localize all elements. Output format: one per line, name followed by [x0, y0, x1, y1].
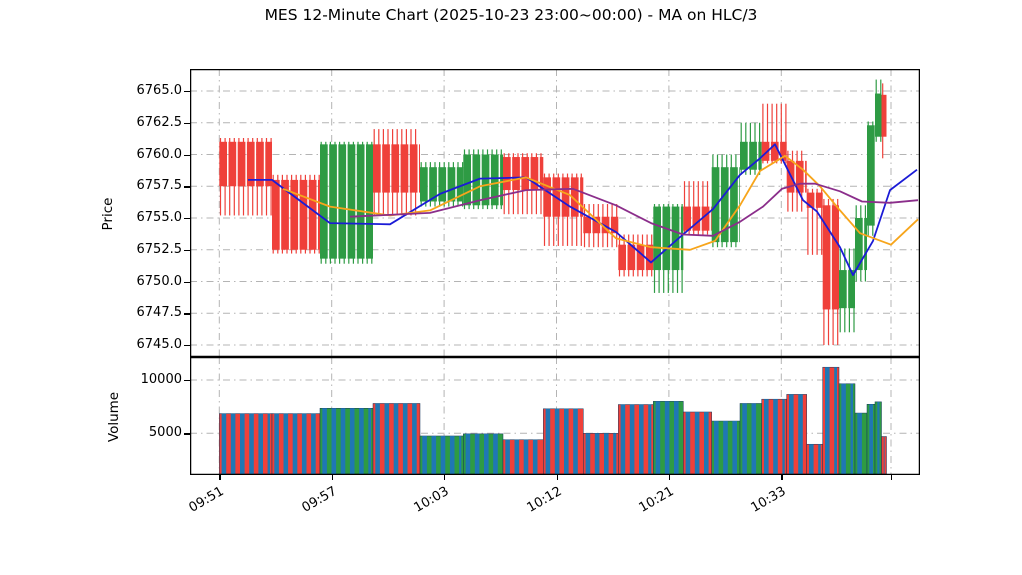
volume-bar	[854, 412, 868, 475]
candle-cluster-up	[320, 141, 373, 264]
price-panel	[190, 69, 920, 357]
price-tick-mark	[184, 91, 190, 93]
volume-bar	[711, 420, 741, 475]
price-tick-label: 6765.0	[136, 83, 183, 98]
ma-line	[248, 143, 918, 277]
candle-cluster-down	[806, 188, 823, 255]
volume-bar	[761, 398, 787, 475]
price-panel-border	[190, 69, 920, 357]
x-tick-mark	[781, 475, 783, 480]
price-axis-label: Price	[100, 197, 116, 231]
volume-bar	[583, 433, 619, 475]
volume-bar	[838, 383, 856, 475]
volume-bar	[618, 404, 654, 475]
candle-cluster-up	[420, 162, 464, 207]
price-tick-mark	[184, 218, 190, 220]
candle-cluster-down	[272, 174, 320, 254]
candle-cluster-down	[881, 83, 887, 159]
x-tick-label: 09:51	[186, 484, 227, 516]
price-tick-label: 6745.0	[136, 337, 183, 352]
x-tick-label: 10:21	[636, 484, 677, 516]
ma-line	[349, 182, 919, 237]
price-tick-mark	[184, 313, 190, 315]
ma-line	[282, 154, 919, 251]
volume-tick-label: 5000	[148, 425, 182, 441]
volume-bar	[874, 401, 882, 475]
volume-bar	[786, 394, 807, 475]
volume-bar	[372, 403, 421, 475]
volume-bar	[881, 436, 887, 475]
price-tick-label: 6760.0	[136, 146, 183, 162]
price-tick-mark	[184, 249, 190, 252]
x-tick-label: 10:03	[411, 484, 452, 516]
volume-bar	[463, 433, 504, 475]
candle-cluster-up	[855, 205, 867, 282]
price-tick-mark	[184, 186, 190, 188]
volume-tick-label: 10000	[140, 372, 182, 387]
candle-cluster-down	[683, 181, 712, 235]
x-tick-mark	[444, 475, 446, 480]
x-tick-label: 10:33	[748, 484, 789, 516]
volume-panel-border	[190, 357, 920, 475]
price-tick-label: 6755.0	[136, 210, 183, 225]
price-tick-label: 6750.0	[136, 273, 183, 289]
candle-cluster-down	[503, 153, 544, 215]
x-tick-mark	[331, 475, 333, 480]
x-tick-mark	[668, 475, 671, 480]
volume-bar	[319, 408, 374, 475]
x-tick-mark	[219, 475, 221, 480]
x-tick-mark	[891, 475, 893, 480]
candle-cluster-down	[219, 137, 272, 216]
volume-bar	[653, 401, 684, 475]
candle-cluster-up	[653, 204, 684, 293]
x-tick-label: 10:12	[524, 484, 564, 516]
candle-cluster-up	[875, 79, 882, 142]
chart-title: MES 12-Minute Chart (2025-10-23 23:00~00…	[264, 6, 758, 24]
volume-panel	[190, 357, 920, 475]
candle-cluster-down	[373, 129, 420, 216]
volume-bar	[866, 404, 876, 475]
volume-bar	[219, 413, 273, 475]
volume-bar	[739, 403, 762, 475]
candle-cluster-up	[839, 248, 855, 333]
volume-bar	[271, 413, 321, 475]
volume-tick-mark	[184, 380, 190, 382]
volume-bar	[683, 411, 712, 475]
price-tick-mark	[184, 281, 190, 283]
volume-bar	[502, 439, 544, 475]
volume-tick-mark	[184, 433, 190, 435]
candle-cluster-down	[822, 198, 839, 345]
x-tick-label: 09:57	[299, 484, 340, 516]
price-tick-mark	[184, 154, 190, 156]
price-tick-label: 6752.5	[136, 241, 183, 257]
volume-bar	[543, 408, 584, 475]
volume-bar	[419, 435, 464, 475]
candle-cluster-down	[583, 204, 619, 248]
volume-bar	[806, 443, 823, 475]
x-tick-mark	[556, 475, 558, 480]
price-tick-mark	[184, 345, 190, 347]
price-tick-mark	[184, 122, 190, 125]
price-tick-label: 6757.5	[136, 178, 183, 194]
price-tick-label: 6762.5	[136, 114, 183, 130]
volume-bar	[822, 366, 840, 475]
price-tick-label: 6747.5	[136, 305, 183, 321]
candle-cluster-up	[867, 121, 875, 236]
